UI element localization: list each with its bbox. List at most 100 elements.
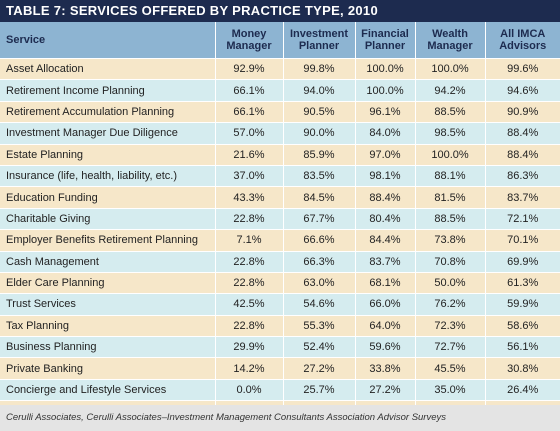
percent-cell: 64.0% [354,314,415,337]
column-header: Wealth Manager [414,22,485,59]
percent-cell: 27.2% [354,378,415,401]
service-name: Elder Care Planning [0,271,215,294]
percent-cell: 22.8% [214,250,283,273]
table-row: Business Planning 29.9% 52.4% 59.6% 72.7% 56.… [0,336,560,358]
percent-cell: 67.7% [282,207,355,230]
percent-cell: 55.3% [282,314,355,337]
percent-cell: 69.9% [484,250,560,273]
services-table: Service Money Manager Investment Planner Fi… [0,22,560,422]
percent-cell: 94.0% [282,79,355,102]
table-row: Employer Benefits Retirement Planning 7.1… [0,229,560,252]
percent-cell: 26.4% [484,378,560,401]
percent-cell: 100.0% [414,143,485,166]
table-row: Retirement Accumulation Planning 66.1% 90.… [0,100,560,123]
percent-cell: 76.2% [414,293,485,316]
percent-cell: 90.9% [484,100,560,123]
percent-cell: 84.0% [354,122,415,145]
percent-cell: 99.6% [484,57,560,80]
table-row: Insurance (life, health, liability, etc.… [0,164,560,187]
percent-cell: 72.1% [484,207,560,230]
percent-cell: 73.8% [414,229,485,252]
percent-cell: 14.2% [214,357,283,380]
percent-cell: 84.4% [354,229,415,252]
percent-cell: 99.8% [282,57,355,80]
percent-cell: 66.0% [354,293,415,316]
percent-cell: 30.8% [484,357,560,380]
service-name: Private Banking [0,357,215,380]
percent-cell: 66.1% [214,100,283,123]
percent-cell: 100.0% [354,79,415,102]
percent-cell: 100.0% [414,57,485,80]
percent-cell: 88.5% [414,207,485,230]
percent-cell: 72.3% [414,314,485,337]
table-row: Elder Care Planning 22.8% 63.0% 68.1% 50.0% 6… [0,271,560,294]
percent-cell: 94.2% [414,79,485,102]
percent-cell: 70.8% [414,250,485,273]
service-name: Estate Planning [0,143,215,166]
service-name: Charitable Giving [0,207,215,230]
percent-cell: 43.3% [214,186,283,209]
percent-cell: 63.0% [282,271,355,294]
percent-cell: 88.5% [414,100,485,123]
table-body: Asset Allocation 92.9% 99.8% 100.0% 100.0% 99… [0,57,560,422]
percent-cell: 92.9% [214,57,283,80]
service-name: Concierge and Lifestyle Services [0,378,215,401]
table-title: TABLE 7: SERVICES OFFERED BY PRACTICE TY… [0,0,560,22]
percent-cell: 50.0% [414,271,485,294]
table-row: Tax Planning 22.8% 55.3% 64.0% 72.3% 58.6% [0,314,560,337]
percent-cell: 66.1% [214,79,283,102]
percent-cell: 86.3% [484,164,560,187]
service-name: Retirement Income Planning [0,79,215,102]
percent-cell: 90.5% [282,100,355,123]
column-header: Financial Planner [354,22,415,59]
table-row: Retirement Income Planning 66.1% 94.0% 100.… [0,79,560,102]
percent-cell: 94.6% [484,79,560,102]
percent-cell: 68.1% [354,271,415,294]
service-name: Trust Services [0,293,215,316]
table-row: Concierge and Lifestyle Services 0.0% 25.7… [0,378,560,401]
percent-cell: 100.0% [354,57,415,80]
table-row: Charitable Giving 22.8% 67.7% 80.4% 88.5% 72.… [0,207,560,230]
table-row: Asset Allocation 92.9% 99.8% 100.0% 100.0% 99… [0,57,560,80]
percent-cell: 70.1% [484,229,560,252]
percent-cell: 88.4% [354,186,415,209]
service-name: Education Funding [0,186,215,209]
percent-cell: 27.2% [282,357,355,380]
percent-cell: 88.1% [414,164,485,187]
percent-cell: 83.5% [282,164,355,187]
percent-cell: 84.5% [282,186,355,209]
column-header: Investment Planner [282,22,355,59]
service-name: Asset Allocation [0,57,215,80]
service-name: Tax Planning [0,314,215,337]
percent-cell: 29.9% [214,336,283,358]
percent-cell: 81.5% [414,186,485,209]
column-header: All IMCA Advisors [484,22,560,59]
service-name: Business Planning [0,336,215,358]
service-name: Employer Benefits Retirement Planning [0,229,215,252]
table-row: Cash Management 22.8% 66.3% 83.7% 70.8% 69.9% [0,250,560,273]
column-header: Service [0,22,215,59]
table-row: Estate Planning 21.6% 85.9% 97.0% 100.0% 88.4… [0,143,560,166]
percent-cell: 97.0% [354,143,415,166]
service-name: Investment Manager Due Diligence [0,122,215,145]
percent-cell: 56.1% [484,336,560,358]
percent-cell: 37.0% [214,164,283,187]
percent-cell: 90.0% [282,122,355,145]
percent-cell: 98.5% [414,122,485,145]
percent-cell: 85.9% [282,143,355,166]
percent-cell: 0.0% [214,378,283,401]
table-row: Private Banking 14.2% 27.2% 33.8% 45.5% 30.8% [0,357,560,380]
percent-cell: 80.4% [354,207,415,230]
percent-cell: 72.7% [414,336,485,358]
service-name: Cash Management [0,250,215,273]
percent-cell: 21.6% [214,143,283,166]
percent-cell: 88.4% [484,122,560,145]
header-row: Service Money Manager Investment Planner Fi… [0,22,560,59]
percent-cell: 22.8% [214,207,283,230]
percent-cell: 22.8% [214,271,283,294]
column-header: Money Manager [214,22,283,59]
percent-cell: 66.3% [282,250,355,273]
percent-cell: 35.0% [414,378,485,401]
table-row: Education Funding 43.3% 84.5% 88.4% 81.5% 83.… [0,186,560,209]
